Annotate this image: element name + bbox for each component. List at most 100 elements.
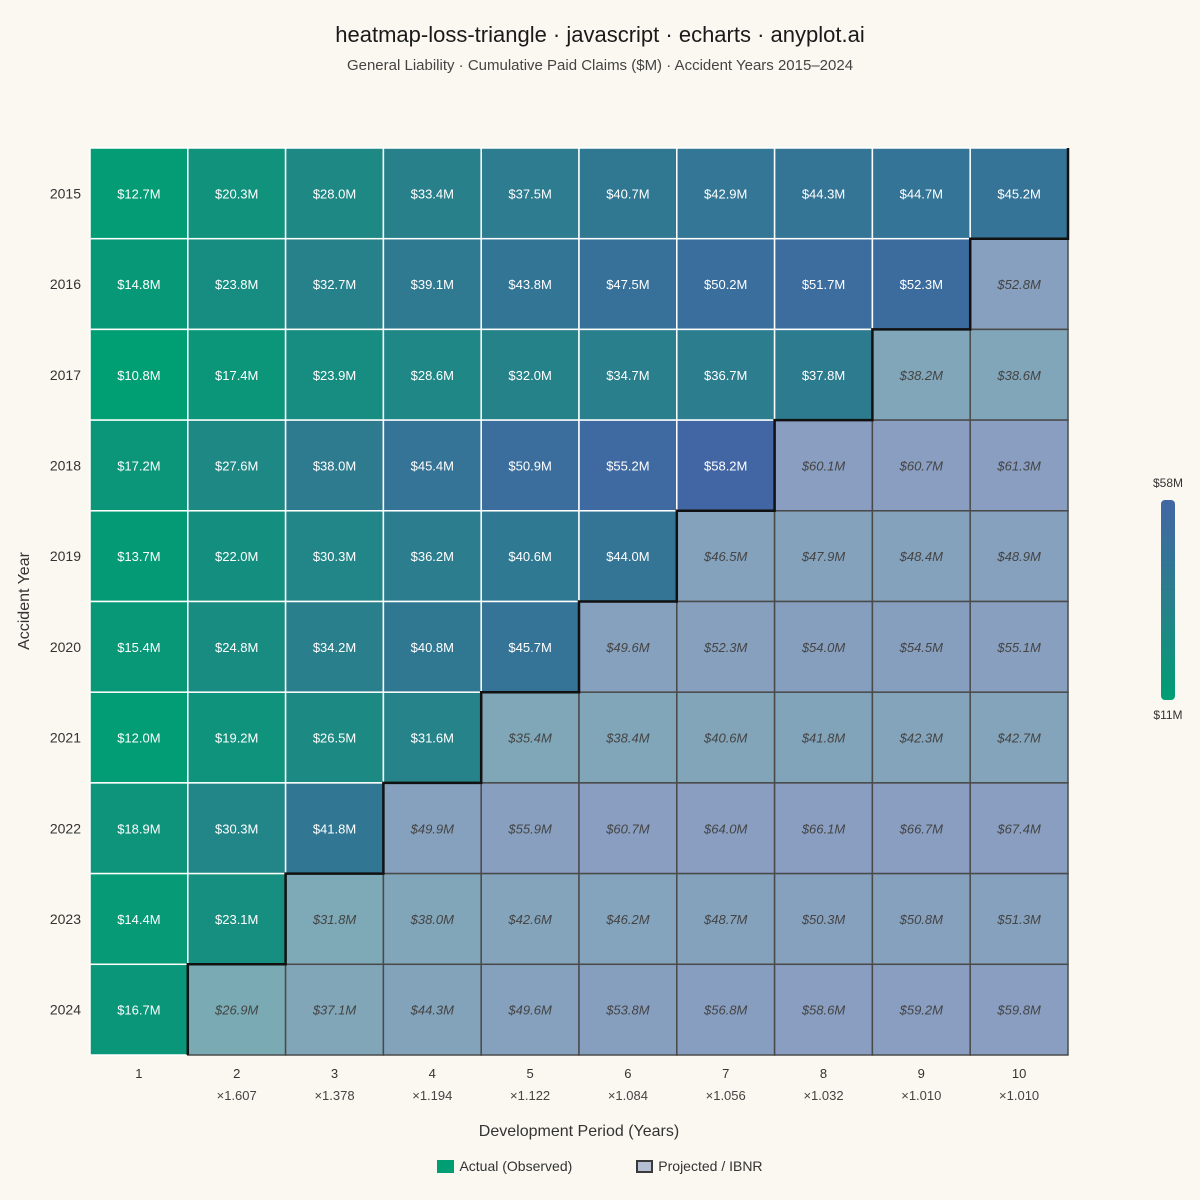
heatmap-cell-actual[interactable] [871, 147, 971, 240]
heatmap-cell-projected[interactable] [871, 963, 971, 1056]
heatmap-cell-actual[interactable] [187, 600, 287, 693]
heatmap-cell-projected[interactable] [480, 691, 580, 784]
heatmap-cell-actual[interactable] [284, 328, 385, 421]
heatmap-cell-actual[interactable] [676, 419, 776, 512]
heatmap-cell-actual[interactable] [676, 328, 776, 421]
heatmap-cell-projected[interactable] [969, 237, 1069, 331]
heatmap-cell-actual[interactable] [187, 691, 287, 784]
legend-swatch-projected [636, 1159, 654, 1173]
heatmap-cell-projected[interactable] [676, 963, 776, 1056]
heatmap-cell-actual[interactable] [578, 328, 678, 421]
cell-value-label: $50.3M [801, 912, 846, 927]
heatmap-cell-projected[interactable] [382, 963, 482, 1056]
cell-value-label: $47.9M [801, 549, 846, 564]
heatmap-cell-projected[interactable] [480, 963, 580, 1056]
development-factor-label: ×1.032 [803, 1088, 843, 1103]
heatmap-cell-actual[interactable] [187, 872, 287, 966]
heatmap-cell-actual[interactable] [382, 600, 482, 693]
heatmap-cell-projected[interactable] [676, 691, 776, 784]
cell-value-label: $56.8M [703, 1003, 748, 1018]
legend-item-projected[interactable]: Projected / IBNR [636, 1158, 763, 1174]
heatmap-cell-projected[interactable] [871, 691, 971, 784]
cell-value-label: $66.7M [899, 821, 944, 836]
heatmap-cell-actual[interactable] [676, 147, 776, 240]
heatmap-cell-projected[interactable] [969, 963, 1069, 1056]
heatmap-cell-actual[interactable] [382, 237, 482, 331]
heatmap-cell-actual[interactable] [89, 237, 189, 331]
heatmap-cell-actual[interactable] [89, 419, 189, 512]
cell-value-label: $40.6M [508, 549, 551, 564]
development-factor-label: ×1.010 [901, 1088, 941, 1103]
heatmap-cell-projected[interactable] [969, 328, 1069, 421]
heatmap-cell-actual[interactable] [773, 147, 874, 240]
cell-value-label: $49.6M [507, 1003, 552, 1018]
heatmap-cell-projected[interactable] [676, 872, 776, 966]
heatmap-cell-projected[interactable] [871, 419, 971, 512]
heatmap-cell-projected[interactable] [676, 600, 776, 693]
color-scale-bar[interactable] [1161, 500, 1175, 700]
cell-value-label: $47.5M [606, 277, 649, 292]
cell-value-label: $59.8M [996, 1003, 1041, 1018]
cell-value-label: $54.0M [801, 640, 846, 655]
heatmap-cell-actual[interactable] [89, 147, 189, 240]
cell-value-label: $34.7M [606, 368, 649, 383]
cell-value-label: $30.3M [215, 821, 258, 836]
heatmap-cell-projected[interactable] [578, 872, 678, 966]
heatmap-cell-projected[interactable] [382, 872, 482, 966]
chart-subtitle: General Liability · Cumulative Paid Clai… [346, 57, 854, 74]
heatmap-cell-projected[interactable] [480, 782, 580, 875]
heatmap-cell-projected[interactable] [382, 782, 482, 875]
heatmap-cell-actual[interactable] [773, 237, 874, 331]
heatmap-cell-actual[interactable] [773, 328, 874, 421]
heatmap-cell-projected[interactable] [578, 782, 678, 875]
heatmap-cell-actual[interactable] [578, 237, 678, 331]
heatmap-cell-projected[interactable] [284, 963, 385, 1056]
heatmap-cell-projected[interactable] [969, 691, 1069, 784]
heatmap-cell-projected[interactable] [773, 691, 874, 784]
cell-value-label: $26.9M [214, 1003, 259, 1018]
legend-label-projected: Projected / IBNR [658, 1158, 763, 1174]
heatmap-cell-actual[interactable] [578, 510, 678, 603]
heatmap-cell-actual[interactable] [382, 691, 482, 784]
heatmap-cell-actual[interactable] [382, 419, 482, 512]
heatmap-cell-projected[interactable] [871, 782, 971, 875]
cell-value-label: $45.7M [508, 640, 551, 655]
heatmap-cell-actual[interactable] [187, 419, 287, 512]
heatmap-cell-actual[interactable] [480, 328, 580, 421]
heatmap-cell-projected[interactable] [871, 600, 971, 693]
cell-labels: $12.7M $20.3M $28.0M $33.4M $37.5M $40.7M $42.… [117, 186, 1041, 1017]
chart-title: heatmap-loss-triangle · javascript · ech… [335, 22, 865, 47]
heatmap-cell-actual[interactable] [382, 328, 482, 421]
heatmap-cell-actual[interactable] [284, 419, 385, 512]
heatmap-cell-projected[interactable] [773, 600, 874, 693]
heatmap-cell-projected[interactable] [773, 510, 874, 603]
color-scale-min-label: $11M [1153, 708, 1182, 722]
legend: Actual (Observed) Projected / IBNR [0, 1158, 1200, 1174]
cell-value-label: $38.6M [996, 368, 1041, 383]
heatmap-cell-projected[interactable] [969, 510, 1069, 603]
heatmap-cell-actual[interactable] [187, 237, 287, 331]
cell-value-label: $50.2M [704, 277, 747, 292]
heatmap-cell-actual[interactable] [187, 328, 287, 421]
heatmap-cell-projected[interactable] [773, 872, 874, 966]
heatmap-cell-actual[interactable] [871, 237, 971, 331]
heatmap-cell-actual[interactable] [480, 237, 580, 331]
heatmap-cell-actual[interactable] [89, 963, 189, 1056]
heatmap-cell-actual[interactable] [676, 237, 776, 331]
legend-item-actual[interactable]: Actual (Observed) [437, 1158, 572, 1174]
cell-value-label: $52.3M [900, 277, 943, 292]
heatmap-cell-projected[interactable] [480, 872, 580, 966]
heatmap-cell-actual[interactable] [284, 782, 385, 875]
heatmap-cell-projected[interactable] [284, 872, 385, 966]
heatmap-cell-projected[interactable] [871, 872, 971, 966]
heatmap-cell-projected[interactable] [578, 963, 678, 1056]
heatmap-cell-projected[interactable] [969, 782, 1069, 875]
heatmap-cell-actual[interactable] [480, 419, 580, 512]
cell-value-label: $42.3M [899, 731, 944, 746]
heatmap-cell-actual[interactable] [89, 600, 189, 693]
heatmap-cell-projected[interactable] [676, 510, 776, 603]
heatmap-cell-actual[interactable] [187, 782, 287, 875]
heatmap-cell-actual[interactable] [969, 147, 1069, 240]
heatmap-cell-projected[interactable] [773, 963, 874, 1056]
heatmap-cell-actual[interactable] [89, 691, 189, 784]
